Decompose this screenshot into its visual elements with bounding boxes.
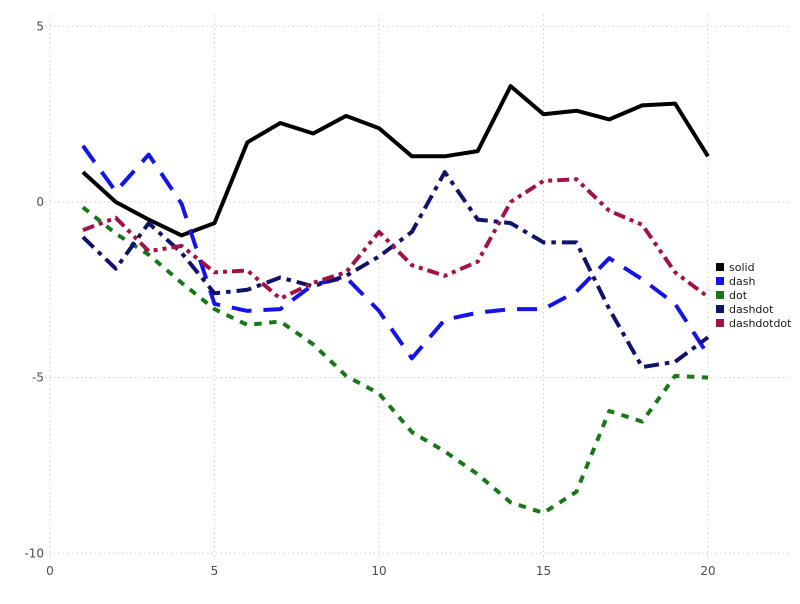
legend-label-dash: dash xyxy=(729,275,755,288)
x-axis-tick-label-20: 20 xyxy=(700,564,715,578)
series-line-dashdot xyxy=(81,170,710,370)
y-axis-tick-label-5: 5 xyxy=(36,19,44,33)
legend-swatch-dash xyxy=(716,277,724,285)
y-axis-tick-label-0: 0 xyxy=(36,195,44,209)
legend-swatch-solid xyxy=(716,263,724,271)
series-line-solid xyxy=(81,84,710,238)
legend-label-dashdotdot: dashdotdot xyxy=(729,317,792,330)
x-axis-tick-label-10: 10 xyxy=(371,564,386,578)
legend-swatch-dot xyxy=(716,291,724,299)
y-axis-tick-label--10: -10 xyxy=(24,546,44,560)
x-axis-tick-label-5: 5 xyxy=(211,564,219,578)
legend-swatch-dashdotdot xyxy=(716,319,724,327)
series-line-dashdotdot xyxy=(82,177,710,301)
x-axis-tick-label-0: 0 xyxy=(46,564,54,578)
legend-label-dashdot: dashdot xyxy=(729,303,774,316)
legend-label-solid: solid xyxy=(729,261,755,274)
series-line-dash xyxy=(81,144,710,361)
x-axis-tick-label-15: 15 xyxy=(536,564,551,578)
legend-swatch-dashdot xyxy=(716,305,724,313)
series-line-dot xyxy=(81,205,709,515)
y-axis-tick-label--5: -5 xyxy=(32,371,44,385)
legend-label-dot: dot xyxy=(729,289,748,302)
